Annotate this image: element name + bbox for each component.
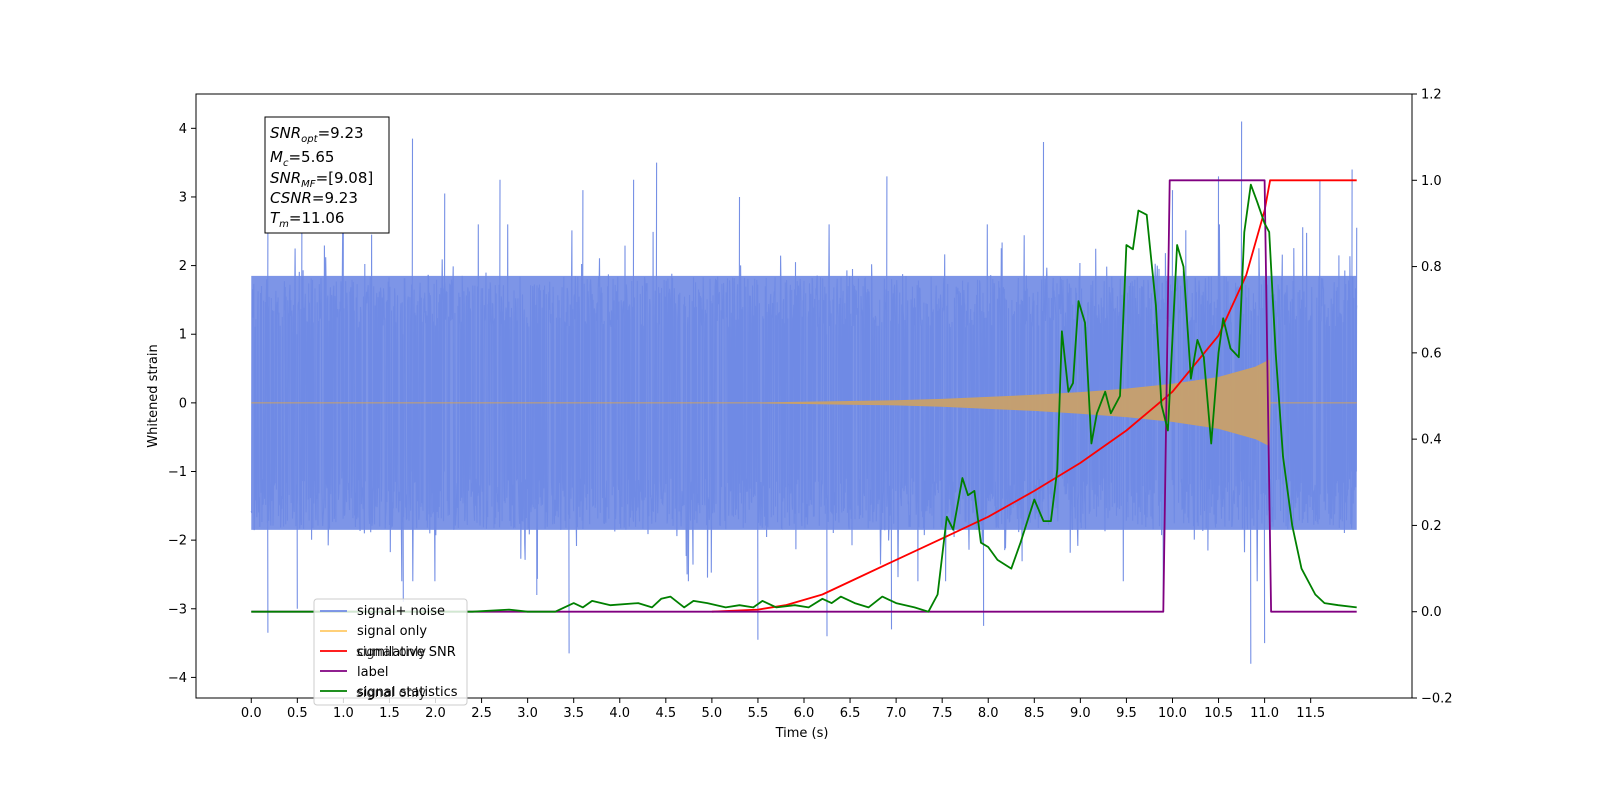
y-tick-label: 3 [179, 190, 187, 205]
y-tick-label: 0 [179, 396, 187, 411]
y2-tick-label: 1.0 [1421, 174, 1442, 189]
x-tick-label: 6.5 [840, 706, 861, 721]
legend-ghost-text-1: signal only [356, 645, 426, 660]
annotation-tm: Tm=11.06 [270, 209, 344, 230]
x-tick-label: 5.5 [748, 706, 769, 721]
y2-tick-label: −0.2 [1421, 692, 1453, 707]
legend-item-cumulative-snr: cumilative SNR [320, 645, 456, 660]
x-tick-label: 9.5 [1116, 706, 1137, 721]
x-tick-label: 3.5 [563, 706, 584, 721]
annotation-snr-opt: SNRopt=9.23 [270, 124, 364, 145]
annotation-csnr: CSNR=9.23 [270, 189, 358, 207]
annotation-box: SNRopt=9.23 Mc=5.65 SNRMF=[9.08] CSNR=9.… [264, 116, 390, 234]
legend-item-signal-only: signal only [320, 624, 427, 639]
plot-area [250, 121, 1358, 664]
x-tick-label: 7.5 [932, 706, 953, 721]
x-tick-label: 10.5 [1204, 706, 1233, 721]
legend: signal only signal only signal+ noise si… [313, 598, 468, 706]
y-tick-label: −1 [168, 465, 187, 480]
x-tick-label: 11.5 [1296, 706, 1325, 721]
y2-tick-label: 0.8 [1421, 260, 1442, 275]
svg-text:signal statistics: signal statistics [357, 685, 458, 700]
svg-text:label: label [357, 665, 388, 680]
x-tick-label: 4.0 [609, 706, 630, 721]
y-tick-label: 4 [179, 122, 187, 137]
y2-tick-label: 0.4 [1421, 433, 1442, 448]
y-tick-label: −3 [168, 602, 187, 617]
y-tick-label: 2 [179, 259, 187, 274]
x-tick-label: 0.5 [287, 706, 308, 721]
y-tick-label: −2 [168, 534, 187, 549]
x-tick-label: 9.0 [1070, 706, 1091, 721]
y-axis-label: Whitened strain [146, 344, 161, 447]
legend-item-signal-statistics: signal statistics [320, 685, 458, 700]
y-axis-left: −4 −3 −2 −1 0 1 2 3 4 [168, 122, 196, 686]
series-cumulative-snr [711, 179, 1357, 613]
y2-tick-label: 1.2 [1421, 88, 1442, 103]
x-tick-label: 1.0 [333, 706, 354, 721]
series-signal-only [251, 359, 1357, 447]
x-tick-label: 11.0 [1250, 706, 1279, 721]
y2-tick-label: 0.2 [1421, 519, 1442, 534]
x-tick-label: 3.0 [517, 706, 538, 721]
x-tick-label: 7.0 [886, 706, 907, 721]
x-axis-label: Time (s) [775, 726, 829, 741]
y2-tick-label: 0.0 [1421, 605, 1442, 620]
x-tick-label: 6.0 [794, 706, 815, 721]
y-tick-label: 1 [179, 328, 187, 343]
x-tick-label: 4.5 [655, 706, 676, 721]
x-tick-label: 10.0 [1158, 706, 1187, 721]
x-tick-label: 0.0 [241, 706, 262, 721]
legend-item-signal-noise: signal+ noise [320, 604, 445, 619]
svg-text:signal+ noise: signal+ noise [357, 604, 445, 619]
legend-item-label: label [320, 665, 388, 680]
x-tick-label: 8.5 [1024, 706, 1045, 721]
y-tick-label: −4 [168, 671, 187, 686]
x-axis: 0.0 0.5 1.0 1.5 2.0 2.5 3.0 3.5 4.0 4.5 5.0 5.5 6.0 6… [241, 698, 1325, 721]
x-tick-label: 2.5 [471, 706, 492, 721]
x-tick-label: 1.5 [379, 706, 400, 721]
annotation-mc: Mc=5.65 [270, 148, 334, 169]
x-tick-label: 5.0 [702, 706, 723, 721]
series-label [251, 179, 1357, 613]
y2-tick-label: 0.6 [1421, 346, 1442, 361]
legend-ghost-text-2: signal only [356, 686, 426, 701]
svg-text:signal only: signal only [357, 624, 427, 639]
x-tick-label: 2.0 [425, 706, 446, 721]
x-tick-label: 8.0 [978, 706, 999, 721]
series-signal-statistics [251, 183, 1357, 613]
annotation-snr-mf: SNRMF=[9.08] [270, 169, 373, 190]
y-axis-right: −0.2 0.0 0.2 0.4 0.6 0.8 1.0 1.2 [1412, 88, 1453, 707]
svg-text:cumilative SNR: cumilative SNR [357, 645, 456, 660]
